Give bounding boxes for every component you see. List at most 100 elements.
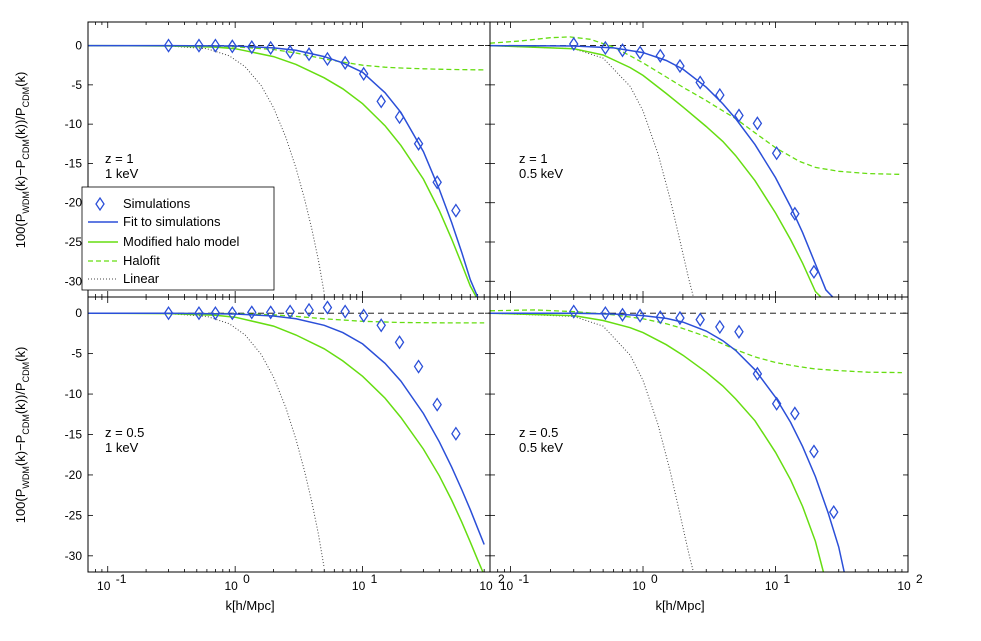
halofit-curve — [88, 312, 485, 324]
xtick-label: 10 — [500, 579, 514, 593]
simulation-point — [734, 108, 744, 123]
fit-curve — [88, 44, 479, 297]
xtick-label: 10 — [897, 579, 911, 593]
simulation-point — [227, 39, 238, 54]
halofit-curve — [88, 44, 485, 71]
ytick-label: 0 — [75, 306, 82, 320]
ytick-label: -5 — [71, 347, 82, 361]
xtick-exponent: 1 — [371, 572, 378, 586]
xtick-exponent: 0 — [243, 572, 250, 586]
simulation-point — [246, 305, 257, 320]
simulation-point — [695, 75, 705, 90]
simulation-point — [635, 45, 645, 60]
panel-frame — [87, 296, 491, 573]
simulation-point — [715, 87, 725, 103]
simulation-point — [734, 324, 744, 339]
panel-annotation: z = 1 — [519, 151, 548, 166]
xlabel-left: k[h/Mpc] — [225, 598, 274, 613]
simulation-point — [265, 40, 276, 56]
halofit-curve — [490, 36, 902, 176]
panel-annotation: z = 1 — [105, 151, 134, 166]
xtick-label: 10 — [479, 579, 493, 593]
fit-curve — [88, 312, 485, 545]
panel-top-right: z = 10.5 keV — [489, 21, 909, 298]
xlabel-right: k[h/Mpc] — [655, 598, 704, 613]
xtick-label: 10 — [632, 579, 646, 593]
simulation-point — [715, 319, 725, 335]
simulation-point — [246, 39, 257, 55]
simulation-point — [675, 310, 685, 326]
legend-label-modified-halo: Modified halo model — [123, 234, 239, 249]
panel-frame — [489, 21, 909, 298]
xtick-exponent: -1 — [116, 572, 127, 586]
simulation-point — [304, 302, 314, 318]
simulation-point — [617, 43, 628, 58]
simulation-point — [376, 318, 386, 333]
simulation-point — [322, 300, 333, 315]
ytick-label: -30 — [65, 274, 83, 288]
panel-annotation: 0.5 keV — [519, 440, 563, 455]
simulation-point — [210, 306, 221, 321]
ytick-label: -15 — [65, 428, 83, 442]
simulation-point — [809, 264, 819, 280]
ylabel-top: 100(PWDM(k)−PCDM(k))/PCDM(k) — [13, 72, 31, 249]
simulation-point — [413, 136, 424, 151]
panel-annotation: z = 0.5 — [519, 425, 558, 440]
simulation-point — [394, 109, 405, 125]
simulation-point — [600, 40, 611, 56]
simulation-point — [285, 44, 295, 60]
legend-diamond-marker — [95, 196, 105, 212]
linear-curve — [88, 45, 325, 294]
simulation-point — [771, 396, 782, 411]
legend-label-linear: Linear — [123, 271, 160, 286]
modified-halo-model-curve — [88, 44, 477, 297]
linear-curve — [490, 312, 694, 572]
panel-annotation: 1 keV — [105, 440, 139, 455]
simulation-point — [163, 38, 174, 53]
modified-halo-model-curve — [490, 44, 822, 297]
panel-annotation: 1 keV — [105, 166, 139, 181]
simulation-point — [340, 304, 350, 319]
simulation-point — [675, 58, 685, 74]
modified-halo-model-curve — [88, 312, 484, 572]
ytick-label: -25 — [65, 508, 83, 522]
legend-label-halofit: Halofit — [123, 253, 160, 268]
modified-halo-model-curve — [490, 312, 825, 572]
simulation-point — [394, 335, 405, 350]
ytick-label: -10 — [65, 117, 83, 131]
simulation-point — [655, 48, 666, 63]
xtick-exponent: 2 — [916, 572, 923, 586]
simulation-point — [617, 307, 628, 322]
simulation-point — [809, 444, 819, 459]
ytick-label: -25 — [65, 235, 83, 249]
legend: Simulations Fit to simulations Modified … — [81, 186, 275, 291]
simulation-point — [265, 305, 276, 320]
simulation-point — [790, 206, 800, 221]
ytick-label: 0 — [75, 39, 82, 53]
simulation-point — [828, 504, 839, 520]
simulation-point — [210, 38, 221, 53]
panel-annotation: z = 0.5 — [105, 425, 144, 440]
fit-curve — [490, 44, 834, 297]
simulation-point — [194, 306, 204, 321]
simulation-point — [227, 306, 238, 321]
legend-box — [81, 186, 275, 291]
panel-bottom-left: 0 -5 -10 -15 -20 -25 -30 10 -1 10 0 10 1 10 2 z = 0.51 … — [65, 296, 505, 593]
xtick-exponent: -1 — [519, 572, 530, 586]
xtick-exponent: 1 — [784, 572, 791, 586]
simulation-point — [790, 406, 800, 421]
simulation-point — [163, 306, 174, 321]
panel-bottom-right: 10 -1 10 0 10 1 10 2z = 0.50.5 keV — [489, 296, 923, 593]
legend-label-fit: Fit to simulations — [123, 214, 221, 229]
simulation-point — [413, 359, 424, 374]
simulation-point — [695, 312, 705, 327]
simulation-point — [194, 38, 204, 53]
simulation-point — [432, 397, 442, 412]
simulation-point — [285, 304, 295, 319]
panel-annotation: 0.5 keV — [519, 166, 563, 181]
simulation-point — [568, 36, 579, 52]
ytick-label: -20 — [65, 196, 83, 210]
simulation-point — [600, 306, 611, 321]
